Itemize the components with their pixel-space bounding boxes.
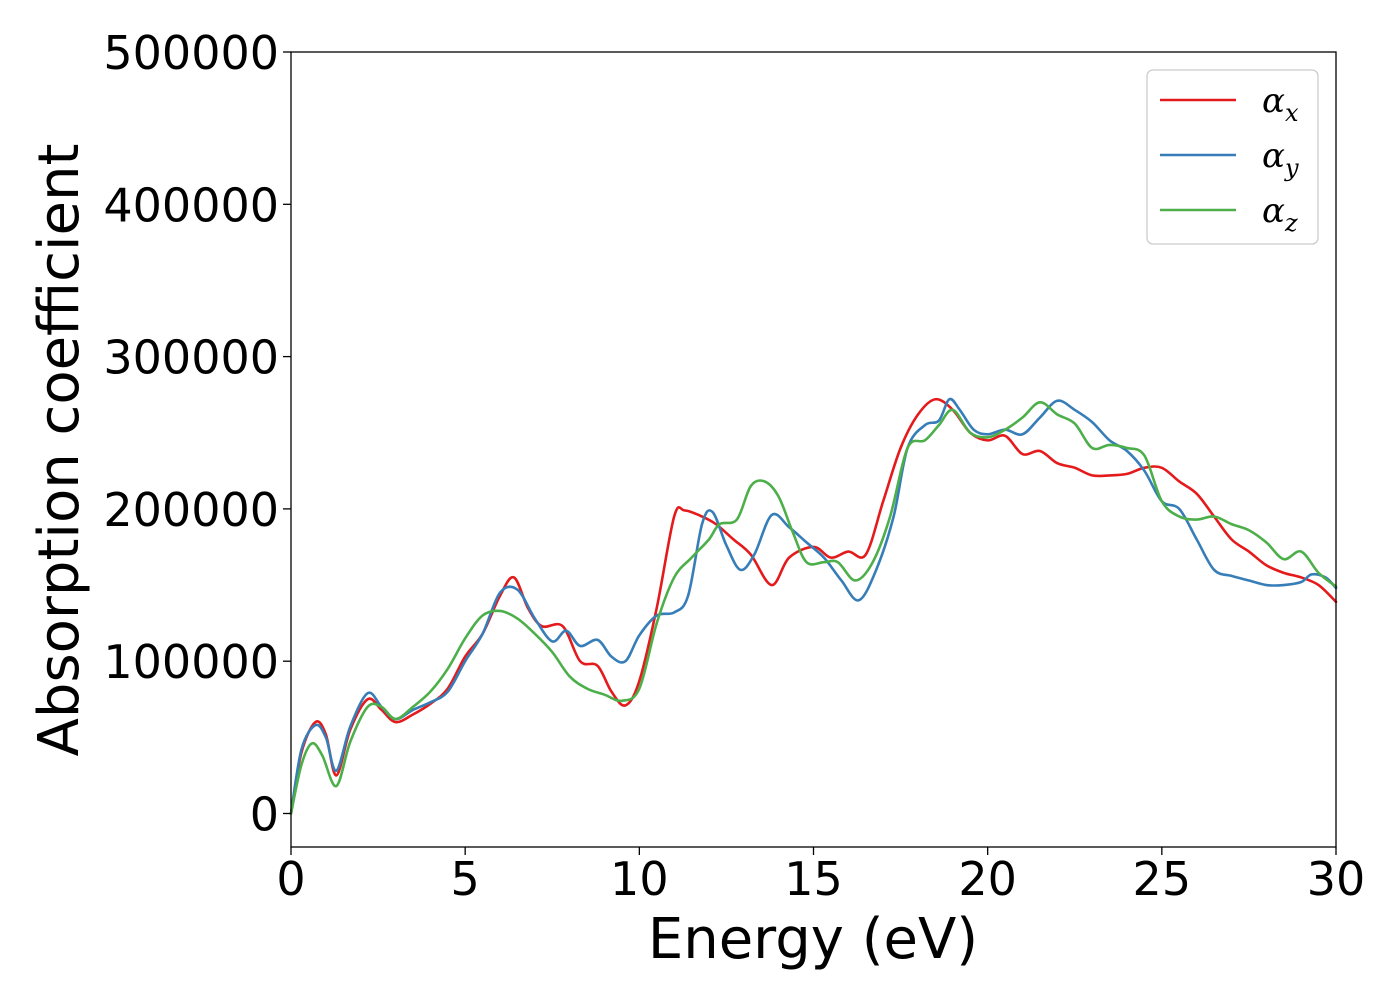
x-tick-label: 25 xyxy=(1133,852,1192,906)
x-tick-label: 10 xyxy=(610,852,669,906)
legend-box xyxy=(1146,69,1319,245)
x-tick-label: 20 xyxy=(958,852,1017,906)
x-tick-label: 15 xyxy=(784,852,843,906)
legend: αx αy αz xyxy=(1146,69,1319,245)
series-line-z xyxy=(289,400,1338,815)
y-tick-label: 400000 xyxy=(103,178,279,232)
legend-item-y: αy xyxy=(1160,136,1299,182)
y-tick-label: 500000 xyxy=(103,26,279,80)
legend-item-z: αz xyxy=(1160,191,1298,237)
series-layer xyxy=(289,397,1338,815)
y-axis-ticks: 0 100000 200000 300000 400000 500000 xyxy=(103,26,291,841)
x-tick-label: 30 xyxy=(1307,852,1366,906)
x-tick-label: 5 xyxy=(451,852,480,906)
legend-label: αx xyxy=(1262,81,1299,127)
legend-item-x: αx xyxy=(1160,81,1299,127)
y-tick-label: 0 xyxy=(250,787,279,841)
series-line-x xyxy=(289,397,1338,815)
x-axis-title: Energy (eV) xyxy=(648,907,978,972)
y-axis-title: Absorption coefficient xyxy=(27,144,92,757)
y-tick-label: 100000 xyxy=(103,635,279,689)
y-tick-label: 200000 xyxy=(103,483,279,537)
x-axis-ticks: 0 5 10 15 20 25 30 xyxy=(276,847,1365,906)
legend-label: αz xyxy=(1262,191,1298,237)
y-tick-label: 300000 xyxy=(103,331,279,385)
legend-label: αy xyxy=(1262,136,1299,182)
series-line-y xyxy=(289,397,1338,815)
x-tick-label: 0 xyxy=(276,852,305,906)
